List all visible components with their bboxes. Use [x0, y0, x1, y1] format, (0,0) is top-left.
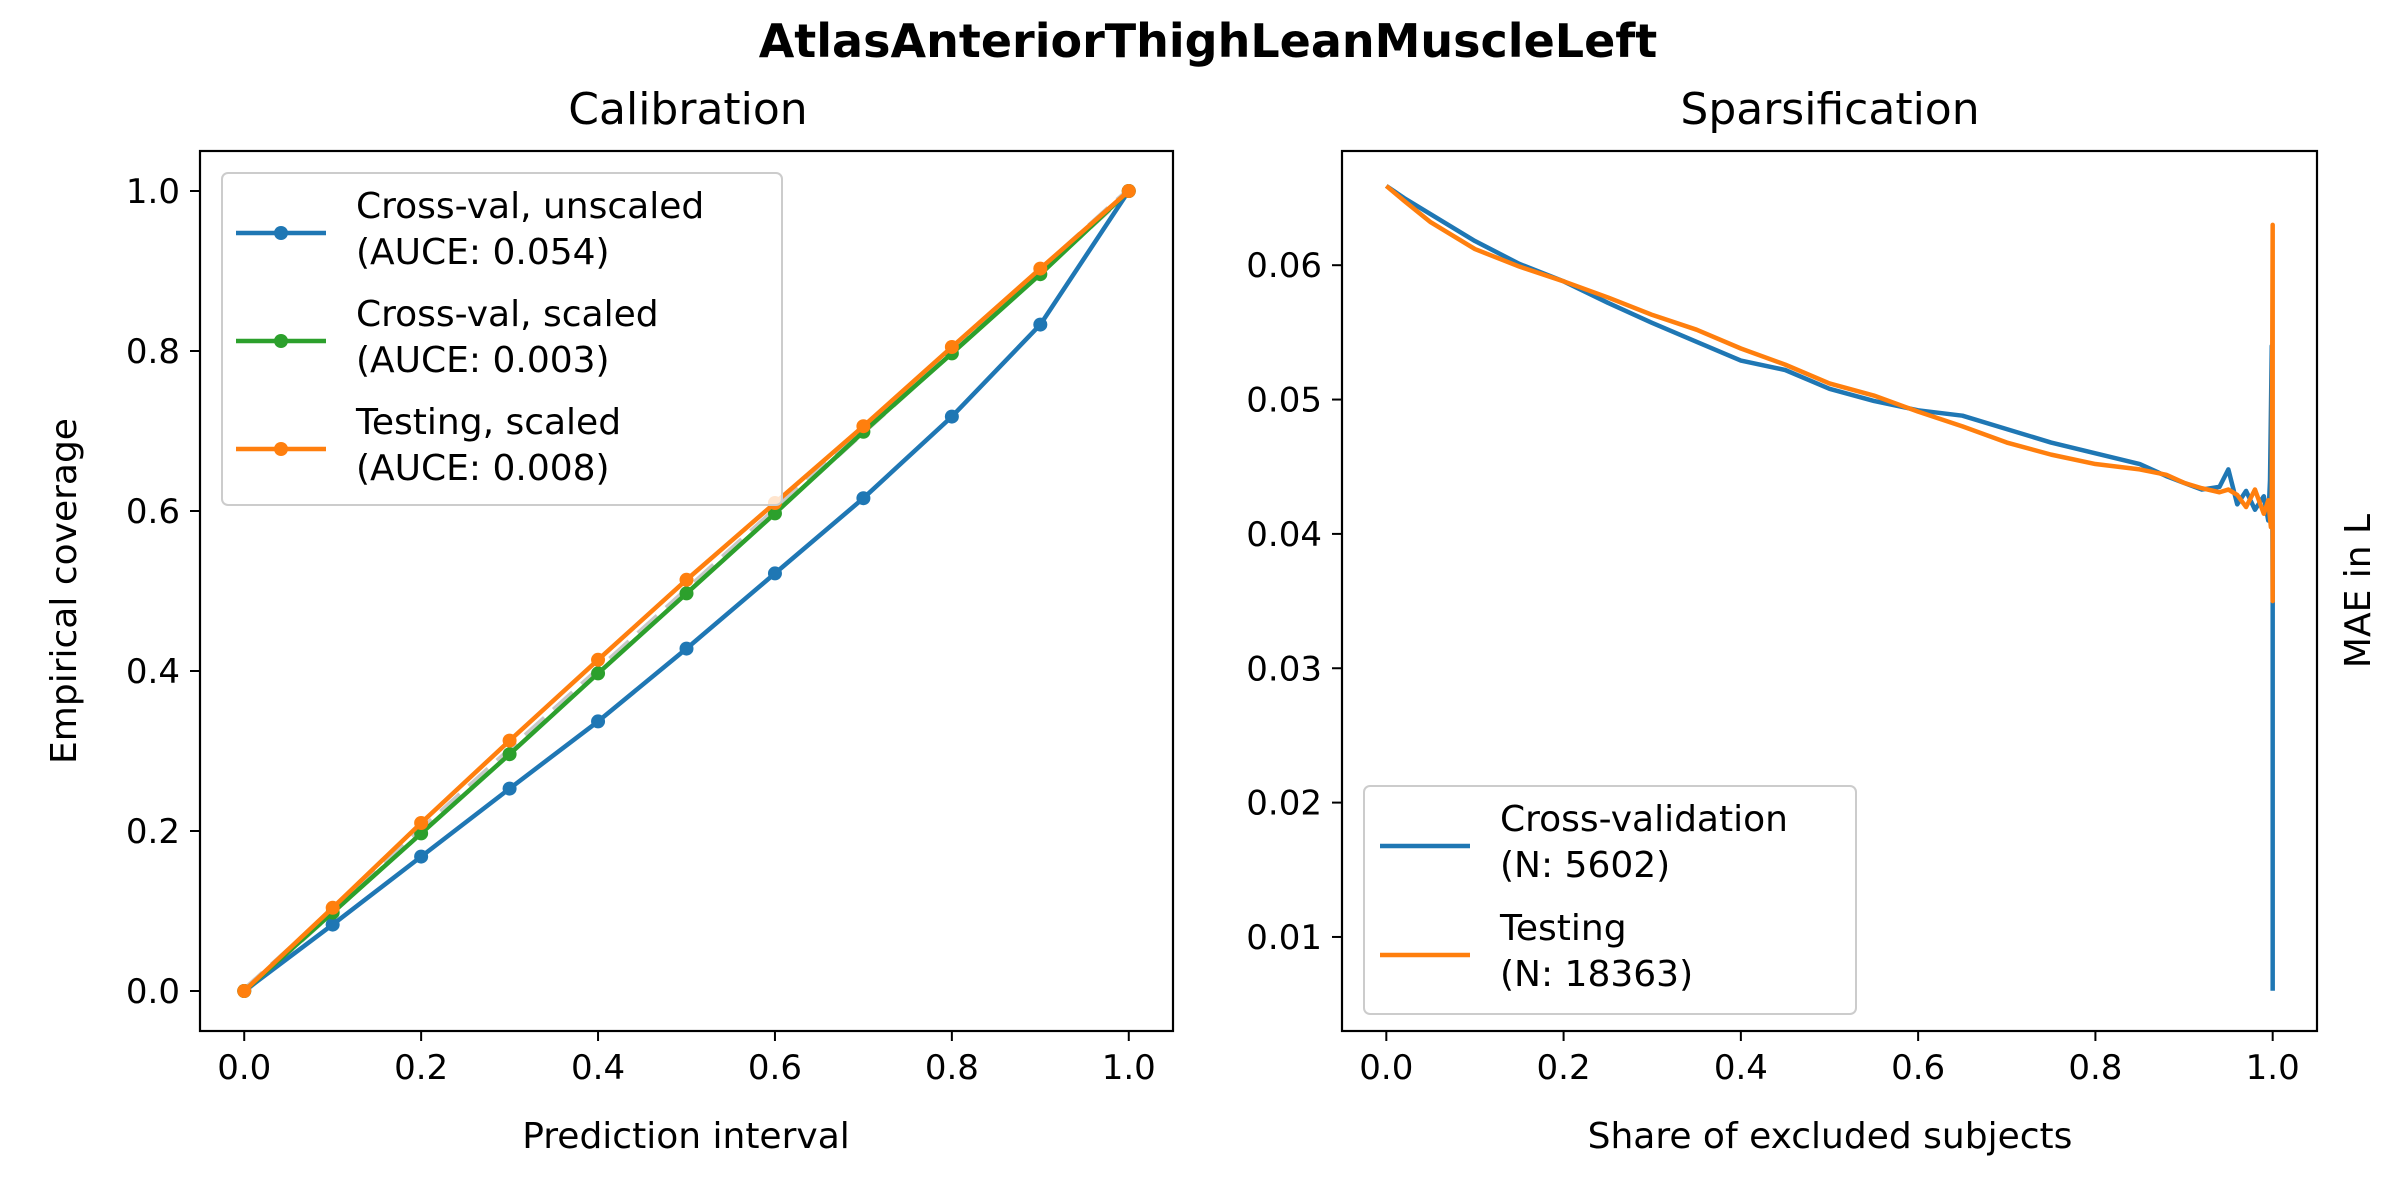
sparsification-x-ticks: 0.0 0.2 0.4 0.6 0.8 1.0: [1359, 1031, 2300, 1088]
legend-marker-testing: [274, 442, 288, 456]
calibration-xtick-label: 0.2: [394, 1048, 448, 1088]
calibration-legend-box: [221, 172, 783, 506]
calibration-point-scaled: [679, 586, 694, 601]
calibration-point-unscaled: [944, 409, 959, 424]
legend-sublabel-testing: (AUCE: 0.008): [356, 448, 610, 489]
calibration-axes-frame: [198, 149, 1175, 1033]
calibration-point-unscaled: [679, 641, 694, 656]
sparsification-axes-frame: [1340, 149, 2319, 1033]
calibration-point-unscaled: [325, 917, 340, 932]
calibration-xtick-label: 1.0: [1102, 1048, 1156, 1088]
calibration-ytick-label: 0.0: [126, 972, 180, 1012]
sparsification-ylabel: MAE in L: [2338, 514, 2379, 668]
sparsification-xlabel: Share of excluded subjects: [1588, 1116, 2073, 1157]
calibration-xtick-label: 0.4: [571, 1048, 625, 1088]
sparsification-legend-box: [1363, 785, 1857, 1015]
calibration-point-unscaled: [856, 491, 871, 506]
legend-marker-scaled: [274, 334, 288, 348]
calibration-ylabel: Empirical coverage: [44, 418, 85, 764]
calibration-point-scaled: [414, 826, 429, 841]
calibration-ytick-label: 0.8: [126, 332, 180, 372]
calibration-xtick-label: 0.8: [925, 1048, 979, 1088]
sparsification-ytick-label: 0.05: [1246, 381, 1322, 421]
calibration-y-ticks: 0.0 0.2 0.4 0.6 0.8 1.0: [126, 172, 200, 1012]
legend-sublabel-cross-validation: (N: 5602): [1500, 845, 1670, 886]
sparsification-y-ticks: 0.01 0.02 0.03 0.04 0.05 0.06: [1246, 246, 1342, 958]
sparsification-ytick-label: 0.01: [1246, 918, 1322, 958]
calibration-point-testing: [591, 652, 606, 667]
sparsification-xtick-label: 0.0: [1359, 1048, 1413, 1088]
calibration-point-testing: [237, 984, 252, 998]
legend-sublabel-unscaled: (AUCE: 0.054): [356, 232, 610, 273]
sparsification-xtick-label: 0.2: [1537, 1048, 1591, 1088]
sparsification-xtick-label: 0.8: [2068, 1048, 2122, 1088]
calibration-point-unscaled: [414, 849, 429, 864]
legend-label-scaled: Cross-val, scaled: [356, 294, 659, 335]
calibration-point-testing: [502, 733, 517, 748]
calibration-point-testing: [1121, 184, 1136, 198]
calibration-xlabel: Prediction interval: [522, 1116, 850, 1157]
legend-sublabel-testing-sparsification: (N: 18363): [1500, 954, 1693, 995]
sparsification-subplot: Sparsification 0.0 0.2 0.4 0.6 0.8 1.0 0.010.…: [1246, 84, 2379, 1157]
sparsification-title: Sparsification: [1680, 84, 1979, 135]
calibration-plot-area: [237, 184, 1136, 998]
figure-title: AtlasAnteriorThighLeanMuscleLeft: [759, 14, 1658, 68]
calibration-ytick-label: 0.2: [126, 812, 180, 852]
legend-label-testing-sparsification: Testing: [1499, 908, 1627, 949]
calibration-title: Calibration: [568, 84, 807, 135]
sparsification-ytick-label: 0.03: [1246, 649, 1322, 689]
calibration-x-ticks: 0.0 0.2 0.4 0.6 0.8 1.0: [217, 1031, 1156, 1088]
legend-sublabel-scaled: (AUCE: 0.003): [356, 340, 610, 381]
sparsification-ytick-label: 0.06: [1246, 246, 1322, 286]
sparsification-ytick-label: 0.04: [1246, 515, 1322, 555]
calibration-legend: Cross-val, unscaled (AUCE: 0.054) Cross-…: [221, 172, 783, 506]
legend-label-unscaled: Cross-val, unscaled: [356, 186, 704, 227]
sparsification-legend: Cross-validation (N: 5602) Testing (N: 1…: [1363, 785, 1857, 1015]
calibration-point-scaled: [591, 666, 606, 681]
calibration-ytick-label: 0.6: [126, 492, 180, 532]
calibration-ytick-label: 0.4: [126, 652, 180, 692]
calibration-point-unscaled: [591, 714, 606, 729]
calibration-subplot: Calibration 0.0 0.2 0.4 0.6 0.8 1.0 0.0 0.2 0.4…: [44, 84, 1175, 1157]
calibration-point-unscaled: [1033, 317, 1048, 332]
sparsification-xtick-label: 1.0: [2246, 1048, 2300, 1088]
calibration-xtick-label: 0.0: [217, 1048, 271, 1088]
calibration-point-scaled: [767, 506, 782, 521]
legend-marker-unscaled: [274, 226, 288, 240]
calibration-point-testing: [856, 419, 871, 434]
sparsification-xtick-label: 0.6: [1891, 1048, 1945, 1088]
calibration-xtick-label: 0.6: [748, 1048, 802, 1088]
calibration-point-testing: [414, 816, 429, 830]
sparsification-series-testing-line: [1384, 184, 2275, 604]
calibration-point-testing: [325, 900, 340, 915]
calibration-point-testing: [1033, 261, 1048, 276]
sparsification-ytick-label: 0.02: [1246, 784, 1322, 824]
calibration-point-testing: [679, 572, 694, 587]
calibration-ytick-label: 1.0: [126, 172, 180, 212]
sparsification-xtick-label: 0.4: [1714, 1048, 1768, 1088]
legend-label-testing: Testing, scaled: [355, 402, 621, 443]
calibration-point-unscaled: [767, 566, 782, 581]
calibration-point-unscaled: [502, 781, 517, 796]
calibration-point-testing: [944, 340, 959, 354]
legend-label-cross-validation: Cross-validation: [1500, 799, 1788, 840]
sparsification-plot-area: [1384, 184, 2275, 991]
calibration-point-scaled: [502, 747, 517, 762]
